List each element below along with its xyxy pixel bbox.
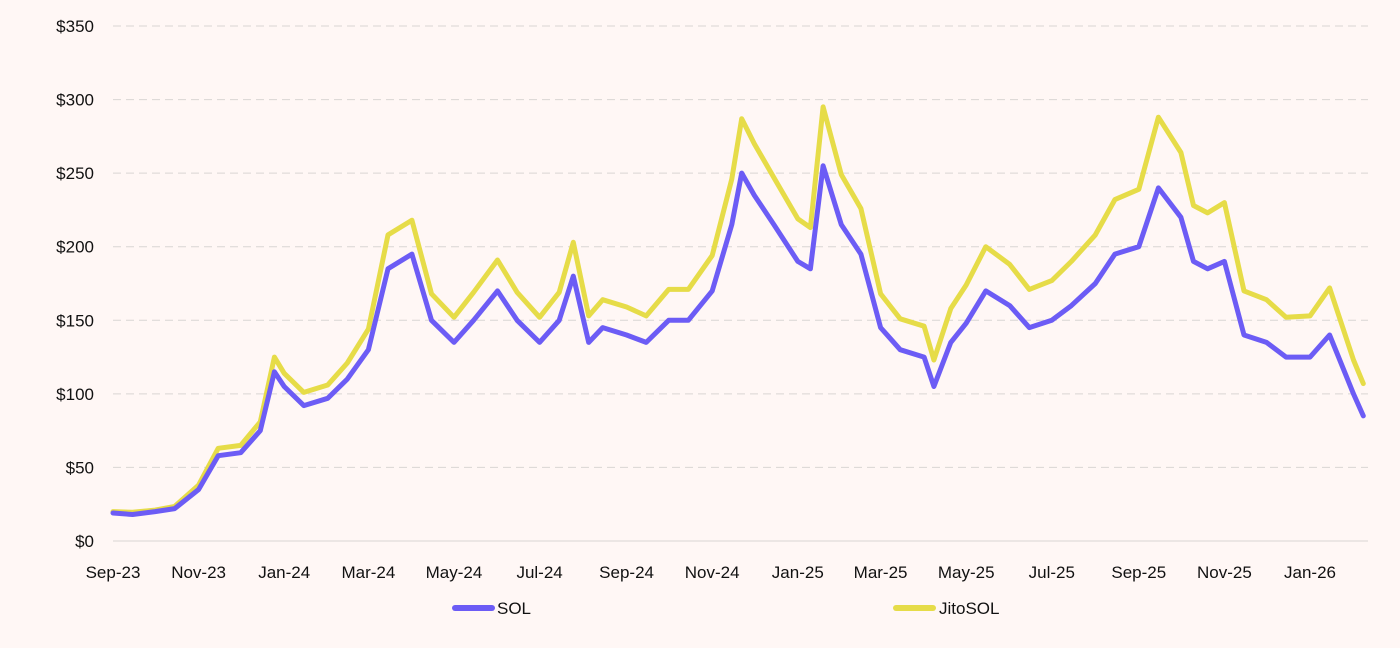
y-tick-label: $250 (56, 164, 94, 183)
x-tick-label: Jan-24 (258, 563, 310, 582)
x-tick-label: Mar-24 (341, 563, 395, 582)
y-tick-label: $100 (56, 385, 94, 404)
legend-label-jitosol: JitoSOL (939, 599, 999, 618)
y-tick-label: $200 (56, 238, 94, 257)
x-tick-label: Jan-26 (1284, 563, 1336, 582)
y-tick-label: $350 (56, 17, 94, 36)
y-tick-label: $0 (75, 532, 94, 551)
series-lines (110, 104, 1366, 517)
x-tick-label: Jul-25 (1029, 563, 1075, 582)
x-tick-label: Sep-25 (1111, 563, 1166, 582)
legend-label-sol: SOL (497, 599, 531, 618)
y-tick-label: $50 (66, 458, 94, 477)
y-tick-label: $150 (56, 311, 94, 330)
x-axis-ticks: Sep-23 Nov-23 Jan-24 Mar-24 May-24 Jul-24 Sep-… (86, 563, 1336, 582)
legend: SOL JitoSOL (452, 599, 999, 618)
x-tick-label: Sep-23 (86, 563, 141, 582)
x-tick-label: Nov-24 (685, 563, 740, 582)
y-axis-ticks: $0 $50 $100 $150 $200 $250 $300 $350 (56, 17, 94, 551)
series-line-sol (110, 163, 1366, 517)
x-tick-label: May-24 (426, 563, 483, 582)
x-tick-label: Sep-24 (599, 563, 654, 582)
x-tick-label: Nov-23 (171, 563, 226, 582)
series-line-jitosol (110, 104, 1366, 515)
x-tick-label: Nov-25 (1197, 563, 1252, 582)
x-tick-label: Jan-25 (772, 563, 824, 582)
x-tick-label: Jul-24 (516, 563, 562, 582)
y-tick-label: $300 (56, 91, 94, 110)
x-tick-label: Mar-25 (854, 563, 908, 582)
gridlines (113, 25, 1368, 542)
x-tick-label: May-25 (938, 563, 995, 582)
